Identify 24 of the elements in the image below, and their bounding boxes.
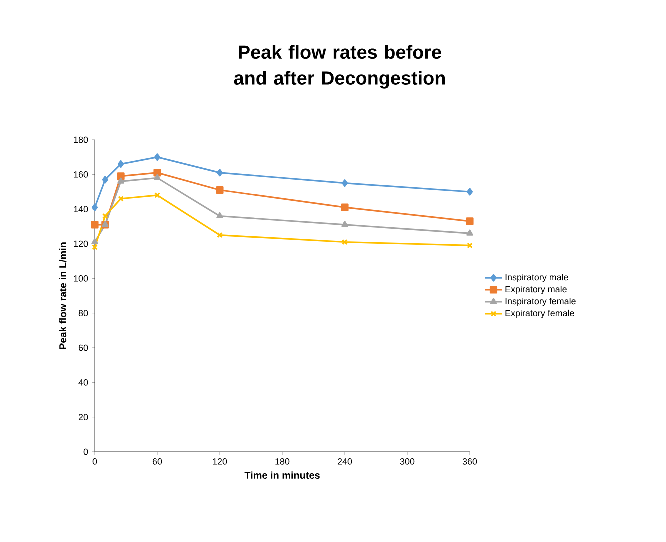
x-tick-label: 360 xyxy=(462,458,478,465)
y-axis-title: Peak flow rate in L/min xyxy=(59,242,67,350)
y-tick-label: 20 xyxy=(78,414,88,421)
legend-label: Expiratory male xyxy=(506,286,567,294)
y-tick-label: 160 xyxy=(74,171,88,178)
y-tick-label: 100 xyxy=(74,275,88,282)
x-tick-label: 300 xyxy=(400,458,415,465)
x-tick-label: 240 xyxy=(338,458,352,465)
y-tick-label: 60 xyxy=(78,344,88,352)
x-tick-label: 180 xyxy=(276,458,290,465)
y-tick-label: 120 xyxy=(74,240,88,248)
chart-title: Peak flow rates before and after Decongestion xyxy=(234,45,446,89)
legend-label: Inspiratory female xyxy=(506,298,576,306)
x-tick-label: 0 xyxy=(92,458,98,465)
y-tick-label: 80 xyxy=(78,310,88,317)
x-axis-title: Time in minutes xyxy=(244,472,320,480)
legend-label: Inspiratory male xyxy=(506,274,568,282)
y-tick-label: 40 xyxy=(78,379,88,386)
y-tick-label: 180 xyxy=(74,136,88,144)
x-tick-label: 120 xyxy=(213,458,228,465)
x-tick-label: 60 xyxy=(152,458,162,465)
legend-label: Expiratory female xyxy=(506,310,574,318)
y-tick-label: 0 xyxy=(84,448,88,456)
y-tick-label: 140 xyxy=(74,206,88,213)
